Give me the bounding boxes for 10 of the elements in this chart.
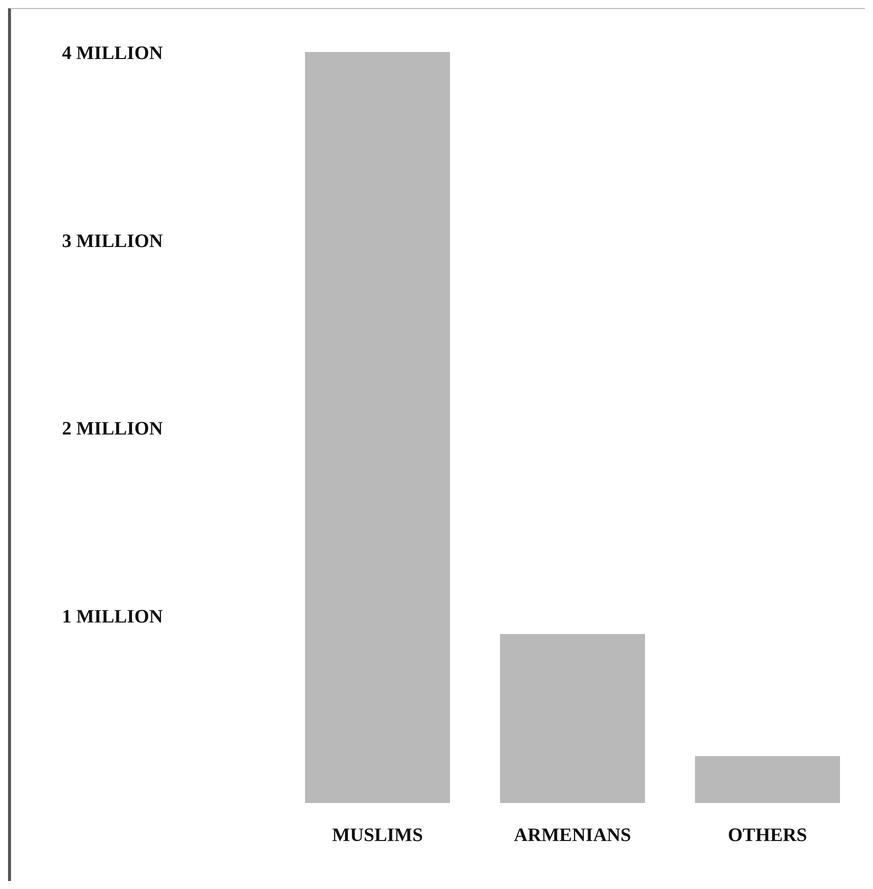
y-tick-label: 1 MILLION — [62, 606, 164, 628]
y-tick-label: 2 MILLION — [62, 418, 164, 440]
x-tick-label: ARMENIANS — [514, 825, 632, 846]
y-tick-label: 3 MILLION — [62, 230, 164, 252]
x-tick-label: MUSLIMS — [332, 825, 423, 846]
bar — [695, 756, 840, 803]
x-tick-label: OTHERS — [728, 825, 808, 846]
bar — [305, 52, 450, 803]
bar — [500, 634, 645, 803]
y-tick-label: 4 MILLION — [62, 43, 164, 64]
